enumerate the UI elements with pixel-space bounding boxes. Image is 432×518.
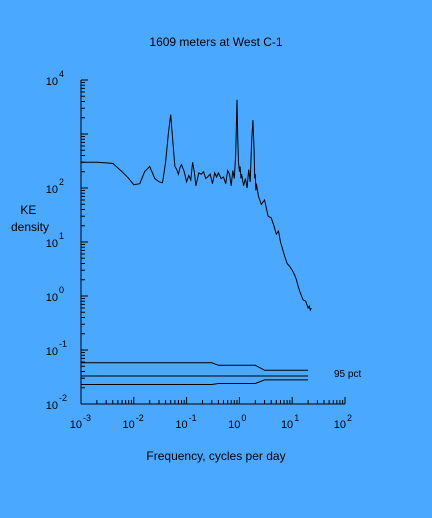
x-tick-label-base: 10 (123, 419, 135, 431)
x-axis (80, 397, 346, 405)
spectrum-line (81, 99, 312, 312)
confidence-lower-line (81, 379, 309, 385)
confidence-label: 95 pct (334, 369, 361, 380)
y-tick-label-exponent: -2 (59, 393, 67, 403)
y-tick-label-base: 10 (46, 76, 58, 88)
x-tick-label-exponent: -2 (136, 413, 144, 423)
y-tick-label-base: 10 (46, 400, 58, 412)
y-axis-label-line-2: density (11, 220, 49, 234)
y-tick-label-exponent: -1 (59, 339, 67, 349)
x-tick-label-exponent: 1 (294, 413, 299, 423)
y-tick-label-base: 10 (46, 238, 58, 250)
y-tick-label-exponent: 4 (59, 69, 64, 79)
y-axis-label: KE density (11, 203, 49, 234)
x-tick-label-exponent: -3 (83, 413, 91, 423)
y-axis-label-line-1: KE (20, 203, 36, 217)
x-tick-label-base: 10 (334, 419, 346, 431)
x-tick-label-base: 10 (70, 419, 82, 431)
x-tick-label-base: 10 (228, 419, 240, 431)
x-tick-label-exponent: 0 (241, 413, 246, 423)
x-tick-label-exponent: -1 (189, 413, 197, 423)
y-tick-label-exponent: 1 (59, 231, 64, 241)
y-tick-label-base: 10 (46, 346, 58, 358)
y-axis (80, 79, 88, 405)
y-tick-label-base: 10 (46, 184, 58, 196)
chart-title: 1609 meters at West C-1 (149, 35, 282, 49)
x-tick-label-base: 10 (175, 419, 187, 431)
y-tick-label-exponent: 2 (59, 177, 64, 187)
x-tick-label-base: 10 (281, 419, 293, 431)
x-tick-label-exponent: 2 (347, 413, 352, 423)
y-tick-label-exponent: 0 (59, 285, 64, 295)
confidence-upper-line (81, 362, 309, 371)
y-tick-label-base: 10 (46, 292, 58, 304)
x-axis-label: Frequency, cycles per day (146, 449, 285, 463)
